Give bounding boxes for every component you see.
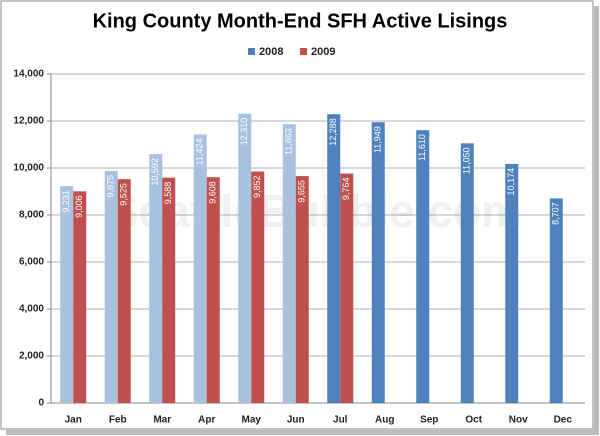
y-tick-label: 8,000 xyxy=(19,210,44,221)
watermark: SeattleBubble.com xyxy=(108,185,522,237)
x-tick-label: Oct xyxy=(465,415,482,426)
bar xyxy=(149,154,163,403)
y-tick-label: 0 xyxy=(38,398,44,409)
value-label: 9,608 xyxy=(208,181,218,204)
value-label: 8,707 xyxy=(551,202,561,225)
value-label: 10,592 xyxy=(150,158,160,186)
value-label: 10,174 xyxy=(506,168,516,196)
legend-label: 2008 xyxy=(259,46,283,58)
value-label: 9,588 xyxy=(163,182,173,205)
frame-shadow xyxy=(594,6,599,434)
y-tick-label: 14,000 xyxy=(13,69,44,80)
value-label: 12,310 xyxy=(239,118,249,146)
x-tick-label: Aug xyxy=(375,415,394,426)
y-tick-label: 6,000 xyxy=(19,257,44,268)
value-label: 12,288 xyxy=(328,118,338,146)
bar xyxy=(295,176,309,403)
bar xyxy=(104,170,118,403)
bar xyxy=(460,143,474,403)
x-tick-label: Mar xyxy=(153,415,171,426)
bar xyxy=(73,191,87,403)
value-label: 11,424 xyxy=(195,139,205,166)
x-tick-label: Jun xyxy=(287,415,305,426)
bar xyxy=(371,122,385,404)
x-tick-label: Jan xyxy=(65,415,82,426)
value-label: 9,875 xyxy=(106,175,116,198)
bar xyxy=(327,114,341,404)
frame-shadow xyxy=(6,430,599,435)
chart-title: King County Month-End SFH Active Lisings xyxy=(93,10,508,32)
legend-swatch xyxy=(248,48,255,55)
y-tick-label: 12,000 xyxy=(13,116,44,127)
bar xyxy=(162,177,176,403)
value-label: 9,655 xyxy=(297,180,307,203)
value-label: 9,764 xyxy=(341,178,351,201)
y-tick-label: 2,000 xyxy=(19,351,44,362)
value-label: 9,006 xyxy=(74,195,84,218)
x-tick-label: Nov xyxy=(509,415,528,426)
bar xyxy=(117,179,131,403)
x-tick-label: Sep xyxy=(420,415,438,426)
value-label: 9,525 xyxy=(119,183,129,206)
bar xyxy=(416,130,430,404)
value-label: 11,863 xyxy=(284,128,294,155)
value-label: 11,610 xyxy=(417,134,427,161)
bar xyxy=(238,113,252,403)
bar xyxy=(60,186,74,403)
bar xyxy=(340,173,354,403)
legend-label: 2009 xyxy=(311,46,335,58)
x-tick-label: Jul xyxy=(333,415,348,426)
bar xyxy=(549,198,563,403)
bar xyxy=(282,124,296,404)
y-tick-label: 4,000 xyxy=(19,304,44,315)
x-tick-label: Apr xyxy=(198,415,215,426)
value-label: 9,231 xyxy=(61,190,71,213)
x-tick-label: May xyxy=(242,415,262,426)
bar xyxy=(251,171,265,403)
bar xyxy=(505,163,519,403)
x-tick-label: Feb xyxy=(109,415,127,426)
bar xyxy=(193,134,207,403)
value-label: 9,852 xyxy=(252,175,262,198)
bar xyxy=(206,177,220,403)
value-label: 11,050 xyxy=(462,147,472,174)
value-label: 11,949 xyxy=(373,126,383,153)
x-tick-label: Dec xyxy=(554,415,573,426)
y-tick-label: 10,000 xyxy=(13,163,44,174)
legend-swatch xyxy=(300,48,307,55)
